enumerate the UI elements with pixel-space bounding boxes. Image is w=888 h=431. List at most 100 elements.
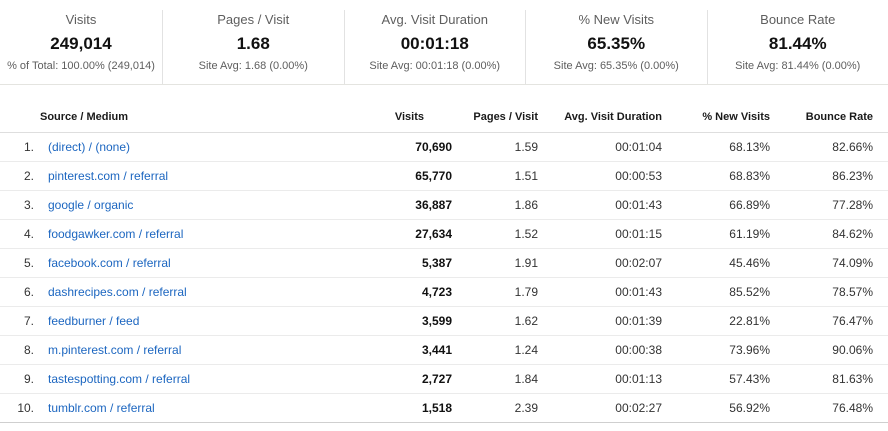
pct-new-visits-value: 66.89% bbox=[662, 190, 770, 220]
table-row: 4. foodgawker.com / referral 27,634 1.52… bbox=[0, 219, 888, 249]
avg-visit-duration-value: 00:02:27 bbox=[538, 393, 662, 423]
metric-value: 1.68 bbox=[236, 34, 270, 53]
row-rank: 4. bbox=[0, 219, 40, 249]
row-rank: 9. bbox=[0, 364, 40, 394]
bounce-rate-value: 76.47% bbox=[770, 306, 888, 336]
visits-value: 65,770 bbox=[360, 161, 452, 191]
visits-value: 1,518 bbox=[360, 393, 452, 423]
metric-label: % New Visits bbox=[578, 12, 655, 27]
pages-per-visit-value: 1.91 bbox=[452, 248, 538, 278]
metric-card-visits: Visits 249,014 % of Total: 100.00% (249,… bbox=[0, 10, 162, 84]
avg-visit-duration-value: 00:02:07 bbox=[538, 248, 662, 278]
source-medium-link[interactable]: google / organic bbox=[48, 198, 134, 212]
metric-value: 81.44% bbox=[768, 34, 827, 53]
table-row: 7. feedburner / feed 3,599 1.62 00:01:39… bbox=[0, 306, 888, 336]
column-header-bounce-rate[interactable]: Bounce Rate bbox=[770, 97, 888, 133]
pct-new-visits-value: 22.81% bbox=[662, 306, 770, 336]
column-header-avg-visit-duration[interactable]: Avg. Visit Duration bbox=[538, 97, 662, 133]
row-rank: 8. bbox=[0, 335, 40, 365]
source-medium-link[interactable]: foodgawker.com / referral bbox=[48, 227, 184, 241]
avg-visit-duration-value: 00:01:43 bbox=[538, 190, 662, 220]
pages-per-visit-value: 2.39 bbox=[452, 393, 538, 423]
avg-visit-duration-value: 00:01:13 bbox=[538, 364, 662, 394]
metric-card-bounce-rate: Bounce Rate 81.44% Site Avg: 81.44% (0.0… bbox=[706, 10, 888, 84]
metric-subtitle: % of Total: 100.00% (249,014) bbox=[7, 60, 155, 72]
bounce-rate-value: 81.63% bbox=[770, 364, 888, 394]
table-row: 3. google / organic 36,887 1.86 00:01:43… bbox=[0, 190, 888, 220]
pages-per-visit-value: 1.59 bbox=[452, 132, 538, 162]
pct-new-visits-value: 85.52% bbox=[662, 277, 770, 307]
visits-value: 3,599 bbox=[360, 306, 452, 336]
row-rank: 1. bbox=[0, 132, 40, 162]
table-row: 8. m.pinterest.com / referral 3,441 1.24… bbox=[0, 335, 888, 365]
avg-visit-duration-value: 00:01:04 bbox=[538, 132, 662, 162]
pages-per-visit-value: 1.79 bbox=[452, 277, 538, 307]
column-header-visits[interactable]: Visits bbox=[360, 97, 452, 133]
bounce-rate-value: 77.28% bbox=[770, 190, 888, 220]
source-medium-link[interactable]: dashrecipes.com / referral bbox=[48, 285, 187, 299]
pages-per-visit-value: 1.51 bbox=[452, 161, 538, 191]
column-header-pages-per-visit[interactable]: Pages / Visit bbox=[452, 97, 538, 133]
pages-per-visit-value: 1.62 bbox=[452, 306, 538, 336]
source-medium-link[interactable]: facebook.com / referral bbox=[48, 256, 171, 270]
table-row: 5. facebook.com / referral 5,387 1.91 00… bbox=[0, 248, 888, 278]
visits-value: 5,387 bbox=[360, 248, 452, 278]
table-header-row: Source / Medium Visits Pages / Visit Avg… bbox=[0, 97, 888, 133]
visits-value: 36,887 bbox=[360, 190, 452, 220]
avg-visit-duration-value: 00:01:43 bbox=[538, 277, 662, 307]
visits-value: 27,634 bbox=[360, 219, 452, 249]
bounce-rate-value: 90.06% bbox=[770, 335, 888, 365]
avg-visit-duration-value: 00:01:39 bbox=[538, 306, 662, 336]
table-row: 6. dashrecipes.com / referral 4,723 1.79… bbox=[0, 277, 888, 307]
metric-value: 249,014 bbox=[50, 34, 112, 53]
metric-subtitle: Site Avg: 00:01:18 (0.00%) bbox=[369, 60, 501, 72]
metric-card-avg-visit-duration: Avg. Visit Duration 00:01:18 Site Avg: 0… bbox=[343, 10, 526, 84]
source-medium-table: Source / Medium Visits Pages / Visit Avg… bbox=[0, 97, 888, 423]
bounce-rate-value: 82.66% bbox=[770, 132, 888, 162]
metric-subtitle: Site Avg: 1.68 (0.00%) bbox=[198, 60, 308, 72]
source-medium-link[interactable]: tumblr.com / referral bbox=[48, 401, 155, 415]
table-row: 9. tastespotting.com / referral 2,727 1.… bbox=[0, 364, 888, 394]
avg-visit-duration-value: 00:01:15 bbox=[538, 219, 662, 249]
avg-visit-duration-value: 00:00:53 bbox=[538, 161, 662, 191]
visits-value: 4,723 bbox=[360, 277, 452, 307]
source-medium-link[interactable]: (direct) / (none) bbox=[48, 140, 131, 154]
bounce-rate-value: 86.23% bbox=[770, 161, 888, 191]
pct-new-visits-value: 45.46% bbox=[662, 248, 770, 278]
pct-new-visits-value: 56.92% bbox=[662, 393, 770, 423]
row-rank: 7. bbox=[0, 306, 40, 336]
row-rank: 3. bbox=[0, 190, 40, 220]
visits-value: 3,441 bbox=[360, 335, 452, 365]
pages-per-visit-value: 1.84 bbox=[452, 364, 538, 394]
row-rank: 2. bbox=[0, 161, 40, 191]
metric-value: 65.35% bbox=[587, 34, 646, 53]
metric-card-pages-per-visit: Pages / Visit 1.68 Site Avg: 1.68 (0.00%… bbox=[162, 10, 344, 84]
table-row: 1. (direct) / (none) 70,690 1.59 00:01:0… bbox=[0, 132, 888, 162]
row-rank: 6. bbox=[0, 277, 40, 307]
metrics-scorecard: Visits 249,014 % of Total: 100.00% (249,… bbox=[0, 0, 888, 85]
row-rank: 5. bbox=[0, 248, 40, 278]
metric-value: 00:01:18 bbox=[400, 34, 469, 53]
visits-value: 70,690 bbox=[360, 132, 452, 162]
metric-card-pct-new-visits: % New Visits 65.35% Site Avg: 65.35% (0.… bbox=[525, 10, 707, 84]
metric-subtitle: Site Avg: 81.44% (0.00%) bbox=[735, 60, 861, 72]
source-medium-link[interactable]: m.pinterest.com / referral bbox=[48, 343, 182, 357]
source-medium-link[interactable]: feedburner / feed bbox=[48, 314, 140, 328]
source-medium-link[interactable]: tastespotting.com / referral bbox=[48, 372, 191, 386]
metric-subtitle: Site Avg: 65.35% (0.00%) bbox=[553, 60, 679, 72]
bounce-rate-value: 78.57% bbox=[770, 277, 888, 307]
pages-per-visit-value: 1.52 bbox=[452, 219, 538, 249]
pages-per-visit-value: 1.24 bbox=[452, 335, 538, 365]
column-header-source-medium[interactable]: Source / Medium bbox=[40, 97, 360, 133]
pct-new-visits-value: 68.13% bbox=[662, 132, 770, 162]
metric-label: Avg. Visit Duration bbox=[381, 12, 488, 27]
column-header-pct-new-visits[interactable]: % New Visits bbox=[662, 97, 770, 133]
metric-label: Bounce Rate bbox=[760, 12, 836, 27]
source-medium-link[interactable]: pinterest.com / referral bbox=[48, 169, 169, 183]
pct-new-visits-value: 73.96% bbox=[662, 335, 770, 365]
bounce-rate-value: 74.09% bbox=[770, 248, 888, 278]
visits-value: 2,727 bbox=[360, 364, 452, 394]
rank-column-header bbox=[0, 97, 40, 133]
pct-new-visits-value: 68.83% bbox=[662, 161, 770, 191]
table-row: 2. pinterest.com / referral 65,770 1.51 … bbox=[0, 161, 888, 191]
